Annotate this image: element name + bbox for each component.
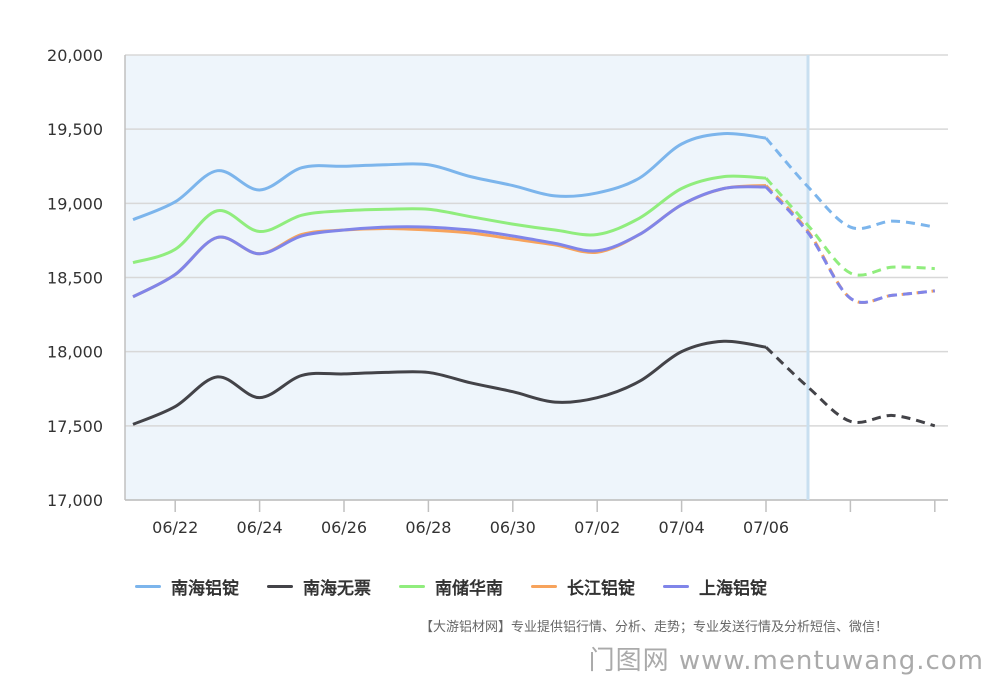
legend-item-nanhai-noinvoice[interactable]: 南海无票: [267, 574, 371, 599]
legend-label: 南海铝锭: [171, 579, 239, 599]
x-tick-label: 06/30: [490, 518, 536, 537]
x-tick-label: 06/22: [152, 518, 198, 537]
x-tick-label: 06/28: [405, 518, 451, 537]
site-watermark: 门图网 www.mentuwang.com: [588, 646, 984, 676]
y-tick-label: 17,500: [47, 417, 103, 436]
series-forecast-line-0: [764, 137, 936, 231]
x-tick-label: 06/26: [321, 518, 367, 537]
legend-item-nanchu-huanan[interactable]: 南储华南: [399, 574, 503, 599]
y-tick-label: 18,000: [47, 343, 103, 362]
x-axis: 06/22 06/24 06/26 06/28 06/30 07/02 07/04 07/06: [152, 500, 936, 537]
legend-label: 南海无票: [303, 579, 371, 599]
legend-label: 上海铝锭: [699, 579, 767, 599]
y-axis: 20,000 19,500 19,000 18,500 18,000 17,500 17,0…: [47, 46, 948, 510]
y-tick-label: 20,000: [47, 46, 103, 65]
x-tick-label: 07/06: [743, 518, 789, 537]
legend-swatch: [531, 585, 557, 588]
series-line-0: [132, 131, 767, 222]
series-forecast-line-4: [764, 186, 935, 304]
x-tick-label: 07/02: [574, 518, 620, 537]
series-forecast-line-1: [764, 346, 936, 428]
y-tick-label: 19,500: [47, 120, 103, 139]
legend: 南海铝锭 南海无票 南储华南 长江铝锭 上海铝锭: [135, 574, 767, 599]
legend-item-changjiang-ingot[interactable]: 长江铝锭: [531, 574, 635, 599]
legend-swatch: [267, 585, 293, 588]
y-tick-label: 19,000: [47, 194, 103, 213]
x-tick-label: 07/04: [659, 518, 705, 537]
series-group: [132, 131, 936, 428]
footer-note: 【大游铝材网】专业提供铝行情、分析、走势；专业发送行情及分析短信、微信！: [420, 620, 889, 635]
legend-item-shanghai-ingot[interactable]: 上海铝锭: [663, 574, 767, 599]
series-line-1: [132, 339, 767, 426]
series-line-4: [132, 185, 767, 299]
line-chart: 20,000 19,500 19,000 18,500 18,000 17,500 17,0…: [47, 46, 948, 537]
legend-swatch: [663, 585, 689, 588]
legend-swatch: [135, 585, 161, 588]
legend-label: 南储华南: [435, 579, 503, 599]
y-tick-label: 18,500: [47, 269, 103, 288]
series-forecast-line-2: [764, 177, 935, 277]
legend-item-nanhai-ingot[interactable]: 南海铝锭: [135, 574, 239, 599]
legend-swatch: [399, 585, 425, 588]
legend-label: 长江铝锭: [567, 579, 635, 599]
x-tick-label: 06/24: [237, 518, 283, 537]
series-line-2: [132, 174, 767, 265]
y-tick-label: 17,000: [47, 491, 103, 510]
